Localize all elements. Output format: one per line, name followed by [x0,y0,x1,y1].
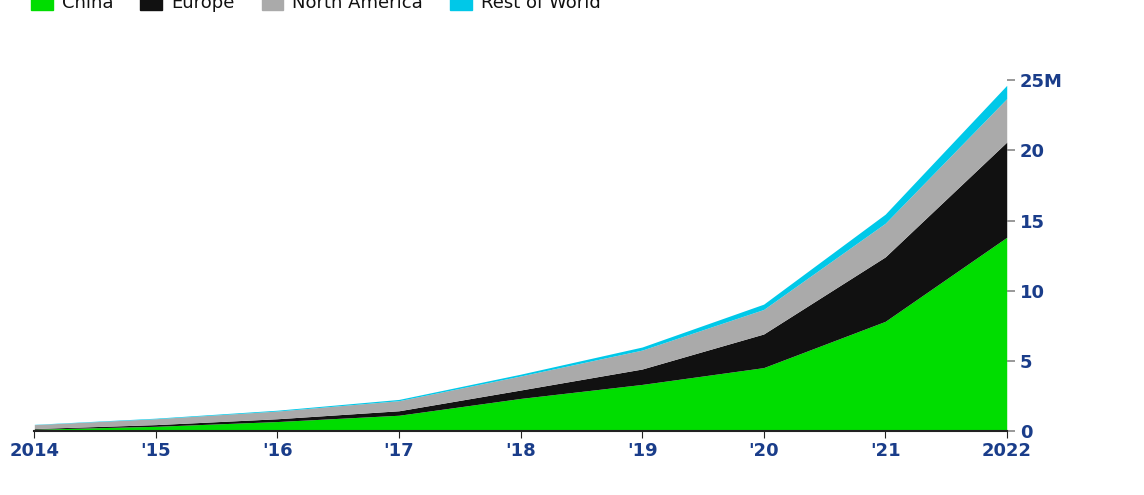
Legend: China, Europe, North America, Rest of World: China, Europe, North America, Rest of Wo… [24,0,607,19]
